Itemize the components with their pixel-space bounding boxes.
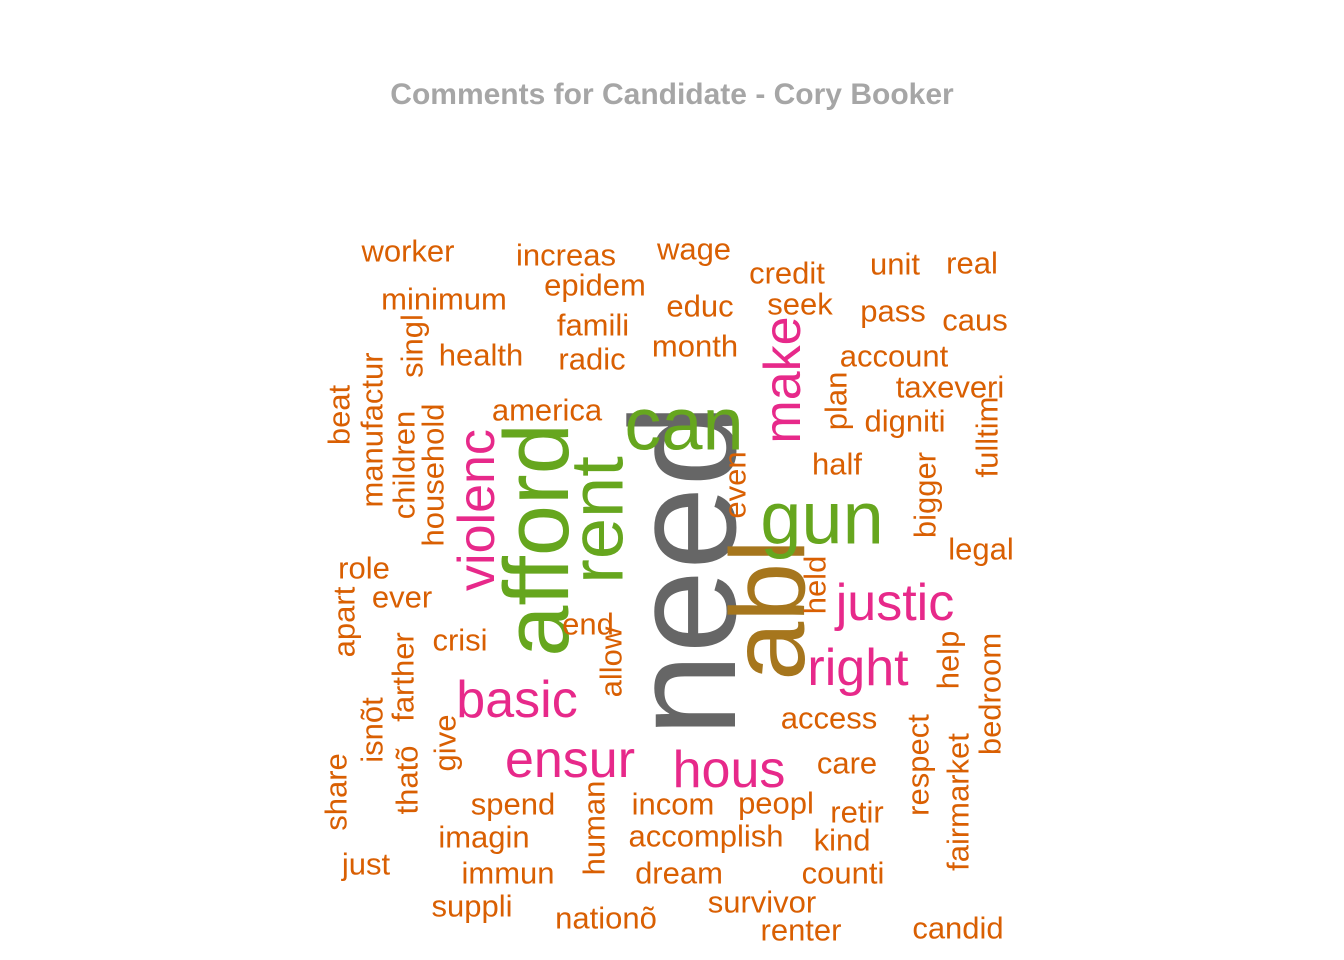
word-isnõt: isnõt: [355, 697, 390, 763]
word-kind: kind: [814, 823, 871, 858]
word-violenc: violenc: [448, 429, 506, 591]
word-month: month: [652, 329, 738, 364]
word-suppli: suppli: [432, 889, 513, 924]
word-health: health: [439, 338, 523, 373]
word-imagin: imagin: [438, 820, 529, 855]
word-hous: hous: [673, 741, 786, 799]
word-radic: radic: [558, 342, 625, 377]
word-bigger: bigger: [908, 452, 943, 538]
word-household: household: [416, 403, 451, 546]
chart-title: Comments for Candidate - Cory Booker: [390, 78, 954, 111]
word-legal: legal: [948, 532, 1014, 567]
word-bedroom: bedroom: [973, 633, 1008, 755]
word-end: end: [562, 607, 614, 642]
word-spend: spend: [471, 787, 555, 822]
word-even: even: [718, 451, 753, 518]
word-can: can: [624, 383, 743, 466]
word-crisi: crisi: [432, 623, 487, 658]
word-worker: worker: [360, 234, 454, 269]
word-rent: rent: [556, 456, 639, 584]
word-digniti: digniti: [865, 404, 946, 439]
word-taxeveri: taxeveri: [896, 370, 1005, 405]
word-immun: immun: [461, 856, 554, 891]
word-accomplish: accomplish: [628, 819, 783, 854]
word-peopl: peopl: [738, 786, 814, 821]
word-role: role: [338, 551, 390, 586]
word-manufactur: manufactur: [355, 352, 390, 507]
word-epidem: epidem: [544, 268, 646, 303]
word-increas: increas: [516, 238, 616, 273]
word-make: make: [754, 316, 812, 443]
word-famili: famili: [557, 308, 629, 343]
word-minimum: minimum: [381, 282, 507, 317]
word-fairmarket: fairmarket: [941, 733, 976, 871]
word-allow: allow: [594, 626, 629, 697]
word-right: right: [807, 639, 909, 697]
word-basic: basic: [456, 671, 577, 729]
word-fulltim: fulltim: [970, 397, 1005, 478]
word-just: just: [341, 847, 391, 882]
word-nationõ: nationõ: [555, 901, 657, 936]
word-plan: plan: [819, 372, 854, 431]
word-care: care: [817, 746, 877, 781]
word-access: access: [781, 701, 877, 736]
word-farther: farther: [386, 632, 421, 722]
word-credit: credit: [749, 256, 825, 291]
word-human: human: [577, 781, 612, 876]
word-ever: ever: [372, 580, 432, 615]
word-real: real: [946, 246, 998, 281]
word-seek: seek: [767, 287, 833, 322]
word-thatõ: thatõ: [390, 746, 425, 815]
word-survivor: survivor: [708, 885, 817, 920]
word-wage: wage: [656, 232, 731, 267]
word-abl: abl: [709, 539, 827, 680]
word-half: half: [812, 447, 862, 482]
word-renter: renter: [761, 913, 842, 948]
word-respect: respect: [901, 714, 936, 816]
word-gun: gun: [760, 477, 883, 560]
word-share: share: [319, 753, 354, 831]
word-children: children: [387, 411, 422, 520]
word-justic: justic: [834, 574, 954, 632]
word-candid: candid: [912, 911, 1003, 946]
word-account: account: [840, 339, 949, 374]
word-retir: retir: [830, 795, 883, 830]
word-america: america: [492, 393, 603, 428]
word-pass: pass: [860, 294, 925, 329]
word-afford: afford: [486, 423, 588, 657]
word-dream: dream: [635, 856, 723, 891]
word-need: need: [599, 403, 767, 737]
word-beat: beat: [322, 384, 357, 445]
word-held: held: [798, 556, 833, 615]
word-ensur: ensur: [505, 731, 635, 789]
word-educ: educ: [666, 289, 733, 324]
word-help: help: [931, 631, 966, 690]
word-unit: unit: [870, 247, 920, 282]
word-give: give: [428, 715, 463, 772]
word-counti: counti: [802, 856, 885, 891]
word-incom: incom: [632, 787, 715, 822]
word-caus: caus: [942, 303, 1007, 338]
word-apart: apart: [327, 586, 362, 657]
word-singl: singl: [395, 314, 430, 378]
